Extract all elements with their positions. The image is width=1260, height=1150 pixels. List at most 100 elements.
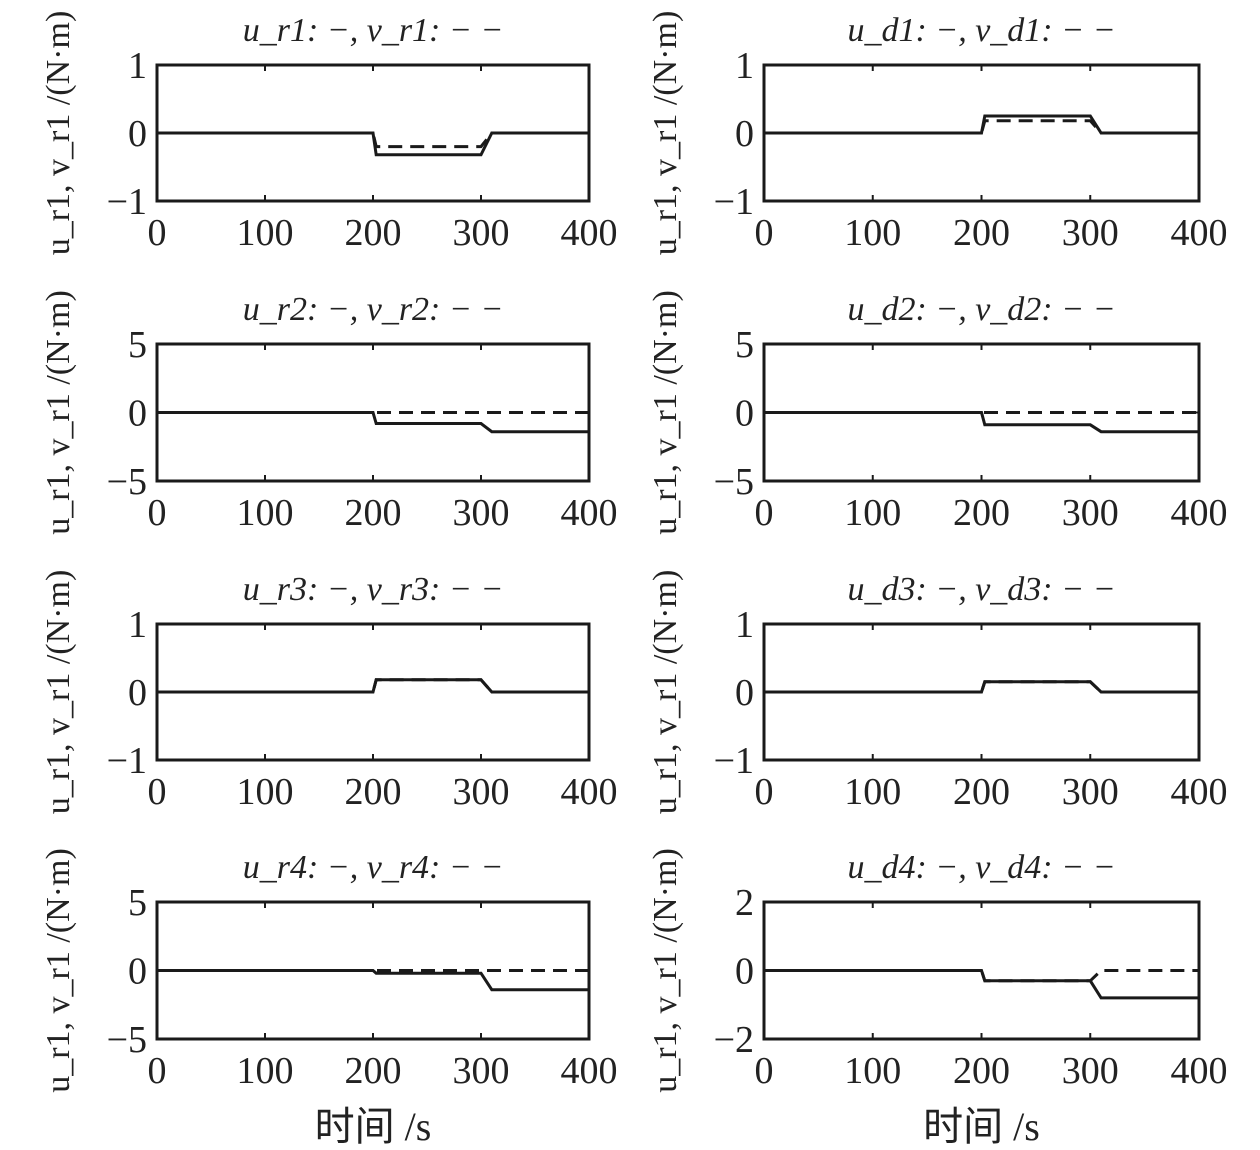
y-axis-label: u_r1, v_r1 /(N·m): [647, 11, 684, 256]
series-line-u_r4: [157, 969, 589, 992]
y-axis-label: u_r1, v_r1 /(N·m): [40, 848, 77, 1093]
x-tick-label: 400: [1171, 1050, 1228, 1092]
series-line-v_r3: [157, 678, 589, 694]
y-axis-label: u_r1, v_r1 /(N·m): [647, 570, 684, 815]
series-line-u_d3: [764, 680, 1199, 694]
y-tick-label: 5: [128, 882, 147, 924]
y-axis-label: u_r1, v_r1 /(N·m): [40, 570, 77, 815]
x-tick-label: 0: [148, 1050, 167, 1092]
x-tick-label: 0: [755, 1050, 774, 1092]
x-tick-label: 400: [561, 771, 618, 813]
series-line-u_r1: [157, 131, 589, 157]
subplot-title: u_d3: −, v_d3: − −: [847, 571, 1115, 608]
x-tick-label: 100: [844, 1050, 901, 1092]
x-tick-label: 400: [561, 212, 618, 254]
x-tick-label: 300: [1062, 212, 1119, 254]
x-tick-label: 0: [148, 771, 167, 813]
x-tick-label: 0: [148, 212, 167, 254]
y-axis-label: u_r1, v_r1 /(N·m): [40, 290, 77, 535]
series-line-u_r2: [157, 411, 589, 434]
x-tick-label: 200: [953, 492, 1010, 534]
x-tick-label: 300: [453, 1050, 510, 1092]
series-line-v_r1: [157, 131, 589, 149]
series-line-u_r3: [157, 678, 589, 694]
subplot-title: u_d4: −, v_d4: − −: [847, 849, 1115, 886]
y-tick-label: 5: [128, 324, 147, 366]
y-tick-label: 1: [128, 604, 147, 646]
y-tick-label: 0: [735, 672, 754, 714]
y-tick-label: 1: [735, 45, 754, 87]
y-tick-label: −5: [107, 461, 147, 503]
y-axis-label: u_r1, v_r1 /(N·m): [647, 290, 684, 535]
subplot-title: u_r1: −, v_r1: − −: [243, 12, 504, 49]
x-tick-label: 400: [1171, 212, 1228, 254]
x-tick-label: 300: [1062, 492, 1119, 534]
y-tick-label: −1: [107, 181, 147, 223]
y-tick-label: 0: [735, 393, 754, 435]
y-tick-label: −2: [714, 1019, 754, 1061]
subplot-title: u_r4: −, v_r4: − −: [243, 849, 504, 886]
y-axis-label: u_r1, v_r1 /(N·m): [40, 11, 77, 256]
x-tick-label: 300: [453, 492, 510, 534]
x-tick-label: 200: [953, 212, 1010, 254]
x-tick-label: 0: [755, 212, 774, 254]
y-tick-label: 0: [128, 113, 147, 155]
subplot-title: u_r3: −, v_r3: − −: [243, 571, 504, 608]
subplot-title: u_d2: −, v_d2: − −: [847, 291, 1115, 328]
x-tick-label: 300: [453, 212, 510, 254]
x-tick-label: 200: [345, 1050, 402, 1092]
subplot-title: u_d1: −, v_d1: − −: [847, 12, 1115, 49]
x-tick-label: 100: [844, 771, 901, 813]
x-tick-label: 0: [755, 492, 774, 534]
series-line-v_d4: [764, 969, 1199, 983]
x-tick-label: 200: [345, 212, 402, 254]
y-tick-label: −1: [714, 181, 754, 223]
y-tick-label: −1: [107, 740, 147, 782]
y-axis-label: u_r1, v_r1 /(N·m): [647, 848, 684, 1093]
y-tick-label: −1: [714, 740, 754, 782]
x-tick-label: 300: [1062, 771, 1119, 813]
x-tick-label: 200: [953, 1050, 1010, 1092]
x-tick-label: 0: [755, 771, 774, 813]
y-tick-label: −5: [714, 461, 754, 503]
y-tick-label: 0: [735, 951, 754, 993]
x-tick-label: 0: [148, 492, 167, 534]
y-tick-label: 2: [735, 882, 754, 924]
series-line-v_d3: [764, 680, 1199, 694]
x-tick-label: 300: [1062, 1050, 1119, 1092]
series-line-u_d1: [764, 114, 1199, 135]
x-tick-label: 300: [453, 771, 510, 813]
x-tick-label: 100: [237, 492, 294, 534]
x-tick-label: 400: [1171, 771, 1228, 813]
y-tick-label: 0: [128, 393, 147, 435]
y-tick-label: 0: [128, 672, 147, 714]
series-line-u_d2: [764, 411, 1199, 434]
subplot-title: u_r2: −, v_r2: − −: [243, 291, 504, 328]
x-tick-label: 200: [953, 771, 1010, 813]
x-axis-label: 时间 /s: [315, 1104, 432, 1149]
x-tick-label: 100: [237, 771, 294, 813]
y-tick-label: −5: [107, 1019, 147, 1061]
x-tick-label: 100: [844, 492, 901, 534]
x-tick-label: 200: [345, 771, 402, 813]
x-tick-label: 400: [561, 492, 618, 534]
x-tick-label: 100: [237, 212, 294, 254]
x-tick-label: 100: [844, 212, 901, 254]
y-tick-label: 1: [128, 45, 147, 87]
y-tick-label: 0: [128, 951, 147, 993]
x-tick-label: 400: [1171, 492, 1228, 534]
y-tick-label: 1: [735, 604, 754, 646]
x-tick-label: 200: [345, 492, 402, 534]
y-tick-label: 0: [735, 113, 754, 155]
x-tick-label: 100: [237, 1050, 294, 1092]
x-axis-label: 时间 /s: [923, 1104, 1040, 1149]
